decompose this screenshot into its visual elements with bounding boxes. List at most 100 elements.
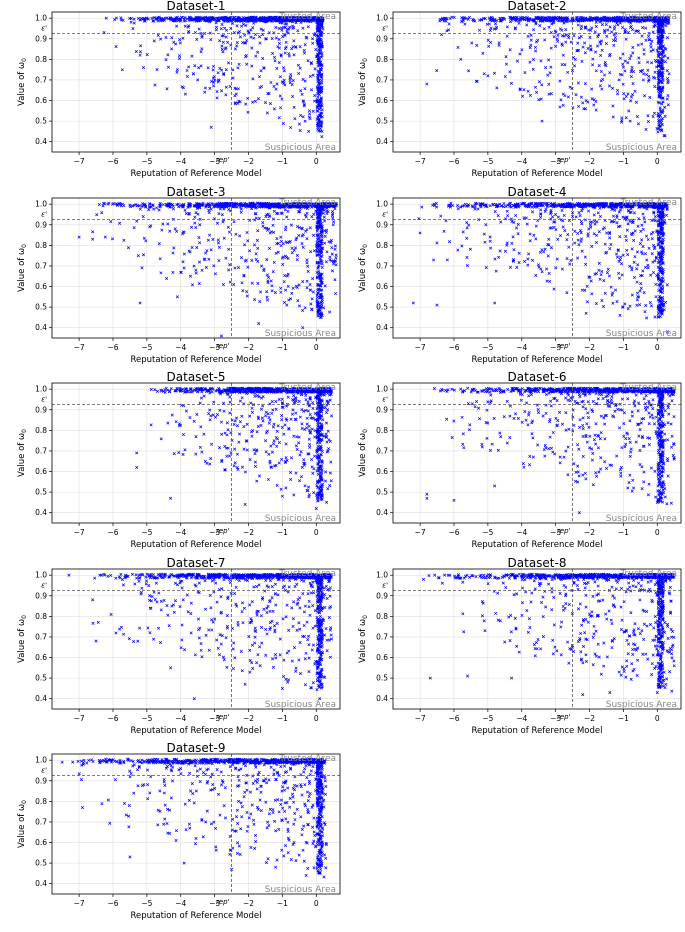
data-point	[631, 268, 634, 271]
data-point	[436, 304, 439, 307]
data-point	[227, 248, 230, 251]
data-point	[158, 209, 161, 212]
data-point	[594, 223, 597, 226]
data-point	[148, 226, 151, 229]
data-point	[208, 234, 211, 237]
data-point	[645, 259, 648, 262]
data-point	[636, 281, 639, 284]
data-point	[194, 216, 197, 219]
data-point	[436, 242, 439, 245]
data-point	[317, 96, 320, 99]
data-point	[651, 252, 654, 255]
data-point	[566, 257, 569, 260]
data-point	[535, 225, 538, 228]
data-point	[623, 303, 626, 306]
data-point	[301, 93, 304, 96]
data-point	[516, 60, 519, 63]
data-point	[580, 210, 583, 213]
data-point	[184, 25, 187, 28]
data-point	[309, 283, 312, 286]
data-point	[256, 247, 259, 250]
data-point	[264, 101, 267, 104]
data-point	[203, 91, 206, 94]
data-point	[264, 415, 267, 418]
data-point	[601, 270, 604, 273]
data-point	[580, 220, 583, 223]
data-point	[251, 282, 254, 285]
data-point	[167, 66, 170, 69]
scatter-points	[103, 16, 324, 138]
data-point	[238, 235, 241, 238]
data-point	[278, 27, 281, 30]
data-point	[518, 252, 521, 255]
data-point	[523, 88, 526, 91]
data-point	[271, 290, 274, 293]
data-point	[258, 217, 261, 220]
data-point	[625, 249, 628, 252]
data-point	[174, 228, 177, 231]
data-point	[605, 23, 608, 26]
data-point	[609, 26, 612, 29]
data-point	[240, 256, 243, 259]
data-point	[200, 32, 203, 35]
data-point	[619, 256, 622, 259]
data-point	[323, 242, 326, 245]
data-point	[170, 48, 173, 51]
data-point	[644, 266, 647, 269]
data-point	[212, 414, 215, 417]
data-point	[555, 228, 558, 231]
data-point	[257, 282, 260, 285]
data-point	[567, 96, 570, 99]
x-tick-label: −2	[584, 343, 595, 352]
data-point	[548, 272, 551, 275]
data-point	[489, 204, 492, 207]
x-tick-label: −6	[448, 157, 459, 166]
data-point	[244, 103, 247, 106]
data-point	[488, 23, 491, 26]
data-point	[654, 283, 657, 286]
data-point	[544, 66, 547, 69]
data-point	[518, 22, 521, 25]
data-point	[175, 230, 178, 233]
data-point	[547, 83, 550, 86]
data-point	[581, 60, 584, 63]
data-point	[321, 108, 324, 111]
data-point	[243, 244, 246, 247]
data-point	[176, 296, 179, 299]
data-point	[641, 270, 644, 273]
data-point	[175, 25, 178, 28]
data-point	[477, 208, 480, 211]
data-point	[618, 235, 621, 238]
data-point	[489, 29, 492, 32]
data-point	[641, 224, 644, 227]
data-point	[198, 28, 201, 31]
chart-title: Dataset-3	[167, 185, 226, 199]
y-tick-label: 0.4	[376, 137, 388, 146]
data-point	[612, 116, 615, 119]
data-point	[632, 46, 635, 49]
data-point	[475, 44, 478, 47]
data-point	[568, 263, 571, 266]
data-point	[253, 298, 256, 301]
data-point	[495, 270, 498, 273]
data-point	[584, 289, 587, 292]
data-point	[296, 29, 299, 32]
data-point	[210, 126, 213, 129]
y-tick-label: 0.9	[376, 220, 388, 229]
data-point	[232, 283, 235, 286]
data-point	[183, 267, 186, 270]
data-point	[625, 38, 628, 41]
data-point	[631, 93, 634, 96]
data-point	[168, 230, 171, 233]
data-point	[625, 116, 628, 119]
data-point	[605, 251, 608, 254]
data-point	[639, 290, 642, 293]
data-point	[426, 83, 429, 86]
data-point	[667, 94, 670, 97]
data-point	[273, 85, 276, 88]
data-point	[639, 242, 642, 245]
data-point	[535, 91, 538, 94]
y-tick-label: 0.5	[376, 303, 388, 312]
data-point	[515, 266, 518, 269]
